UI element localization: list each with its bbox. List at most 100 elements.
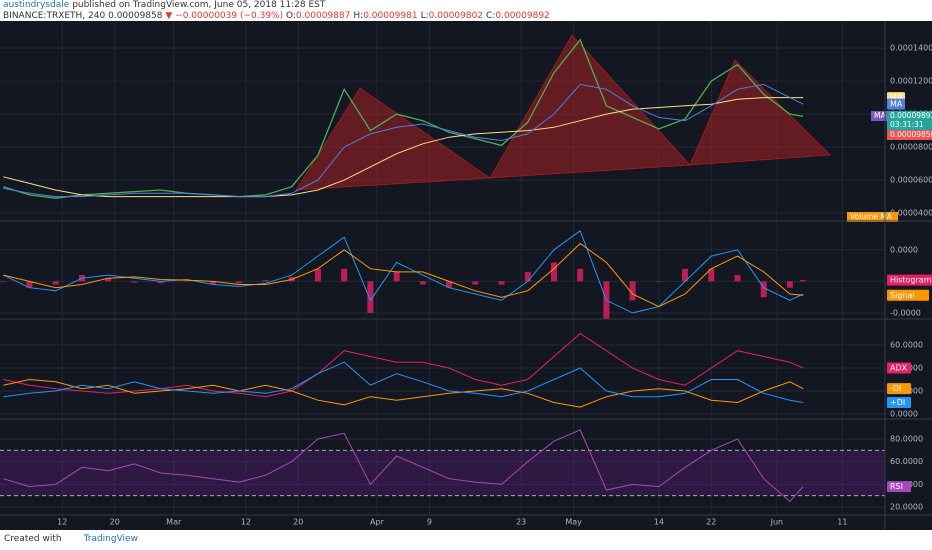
histogram-bar [0, 281, 7, 282]
rsi-band-fill [0, 450, 885, 496]
series-line [3, 83, 804, 198]
histogram-bar [52, 281, 59, 285]
histogram-bar [734, 275, 741, 282]
histogram-bar [577, 268, 584, 282]
y-tick-label: 0.0000 [890, 245, 918, 254]
series-badge-label: Signal [890, 291, 915, 300]
histogram-bar [655, 281, 662, 282]
series-badge-label: MA [890, 100, 903, 109]
series-line [3, 429, 804, 503]
series-badge [887, 383, 911, 395]
footer: Created with TradingView [4, 534, 138, 544]
series-badge-label: -DI [890, 384, 901, 393]
series-line [3, 242, 804, 308]
histogram-bar [236, 281, 243, 284]
y-tick-label: -0.0000 [890, 308, 921, 317]
histogram-bar [682, 268, 689, 282]
symbol: BINANCE:TRXETH, 240 [3, 10, 106, 21]
histogram-bar [262, 280, 269, 282]
ohlc-value: 0.00009802 [428, 10, 484, 21]
change: ▼ −0.00000039 (−0.39%) [165, 10, 284, 21]
histogram-bar [26, 281, 33, 288]
series-badge [887, 481, 911, 493]
price-badge [871, 111, 887, 121]
price-badge [887, 111, 932, 121]
left-shoulder [295, 87, 492, 191]
histogram-bar [367, 281, 374, 313]
histogram-bar [157, 281, 164, 284]
price-badge-label: Volume MA [850, 212, 893, 221]
histogram-bar [629, 281, 636, 301]
series-line [3, 230, 804, 314]
histogram-bar [183, 280, 190, 282]
series-badge-label: ADX [890, 363, 908, 372]
x-tick-label: 23 [516, 518, 526, 527]
brand: TradingView [83, 534, 138, 544]
series-badge [887, 289, 929, 301]
series-line [3, 97, 804, 198]
price-badge-label: MA [874, 111, 886, 120]
author: austindrysdale [3, 0, 70, 10]
price-badge [887, 130, 932, 140]
created: Created with [4, 534, 62, 544]
x-tick-label: 12 [241, 518, 251, 527]
price-badge-label: 03:31:31 [890, 120, 924, 129]
series-line [3, 378, 804, 408]
price-badge-label: 0.00009892 [890, 111, 932, 120]
x-tick-label: 20 [110, 518, 120, 527]
grid [0, 320, 885, 418]
series-badge [887, 362, 911, 374]
x-tick-label: 20 [293, 518, 303, 527]
y-tick-label: 60.0000 [890, 457, 923, 466]
head [489, 34, 691, 179]
y-tick-label: 0.0000 [890, 409, 918, 418]
series-line [3, 361, 804, 403]
series-line [3, 332, 804, 398]
x-tick-label: 9 [427, 518, 432, 527]
histogram-bar [314, 268, 321, 282]
ohlc-value: 0.00009892 [495, 10, 550, 21]
histogram-bar [550, 262, 557, 282]
histogram-bar [472, 281, 479, 285]
series-badge-label: Histogram [890, 276, 932, 285]
price-badge-label: 0.00009858 [890, 130, 932, 139]
ohlc-value: 0.00009981 [363, 10, 418, 21]
x-tick-label: 22 [706, 518, 716, 527]
right-shoulder [689, 59, 831, 166]
histogram-bar [341, 268, 348, 282]
histogram-bar [105, 278, 112, 282]
ohlc-value: 0.00009887 [295, 10, 351, 21]
x-tick-label: 12 [57, 518, 67, 527]
price-badge [847, 212, 898, 222]
price: 0.00009858 [108, 10, 163, 21]
y-tick-label: 20.0000 [890, 503, 923, 512]
published: published on TradingView.com, June 05, 2… [72, 0, 326, 10]
x-tick-label: 11 [837, 518, 847, 527]
ohlc-label: L: [420, 10, 429, 21]
publish-line: austindrysdale published on TradingView.… [3, 0, 553, 11]
symbol-line: BINANCE:TRXETH, 240 0.00009858 ▼ −0.0000… [3, 11, 553, 22]
ohlc-label: O: [286, 10, 296, 21]
histogram-bar [786, 281, 793, 288]
head-and-shoulders [295, 34, 831, 191]
series-badge [887, 274, 932, 286]
histogram-bar [131, 281, 138, 283]
series-badge-label: RSI [890, 482, 903, 491]
series-badge [887, 98, 905, 110]
x-tick-label: May [565, 518, 582, 527]
histogram-bar [210, 281, 217, 285]
price-badge [887, 120, 932, 130]
y-tick-label: 60.0000 [890, 340, 923, 349]
y-tick-label: 0.00014000 [890, 44, 932, 53]
series-badge-label: +DI [890, 398, 905, 407]
histogram-bar [760, 281, 767, 298]
series-badge-label: MA [890, 93, 903, 102]
series-badge [887, 396, 911, 408]
histogram-bar [498, 281, 505, 285]
ohlc: O:0.00009887 H:0.00009981 L:0.00009802 C:0.… [286, 11, 553, 21]
ohlc-label: C: [486, 10, 496, 21]
